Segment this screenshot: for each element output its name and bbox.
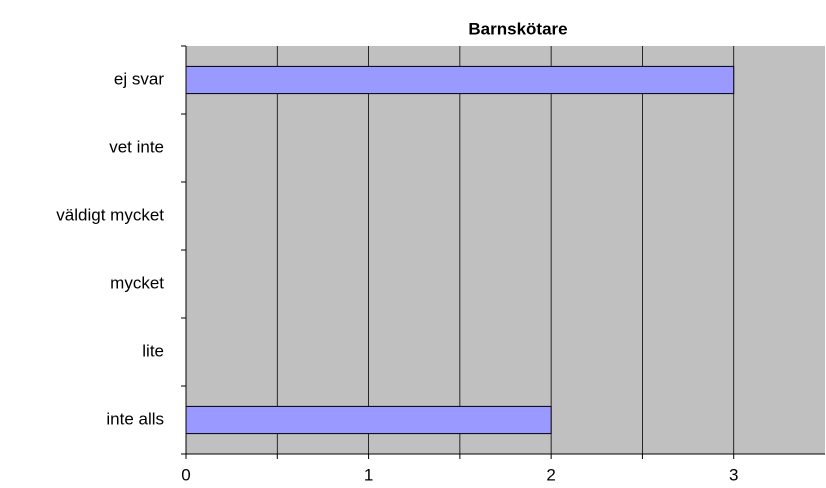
x-tick-label: 0 (181, 465, 190, 484)
bar (185, 405, 552, 435)
chart-title: Barnskötare (468, 19, 567, 38)
y-tick-label: inte alls (106, 409, 164, 428)
y-tick-label: väldigt mycket (56, 205, 164, 224)
plot-area (186, 46, 825, 454)
y-tick-label: mycket (110, 273, 164, 292)
x-tick-label: 3 (729, 465, 738, 484)
bar (185, 65, 735, 95)
y-tick-label: lite (142, 341, 164, 360)
y-tick-label: ej svar (114, 69, 164, 88)
y-tick-label: vet inte (109, 137, 164, 156)
x-tick-label: 1 (364, 465, 373, 484)
x-tick-label: 2 (546, 465, 555, 484)
